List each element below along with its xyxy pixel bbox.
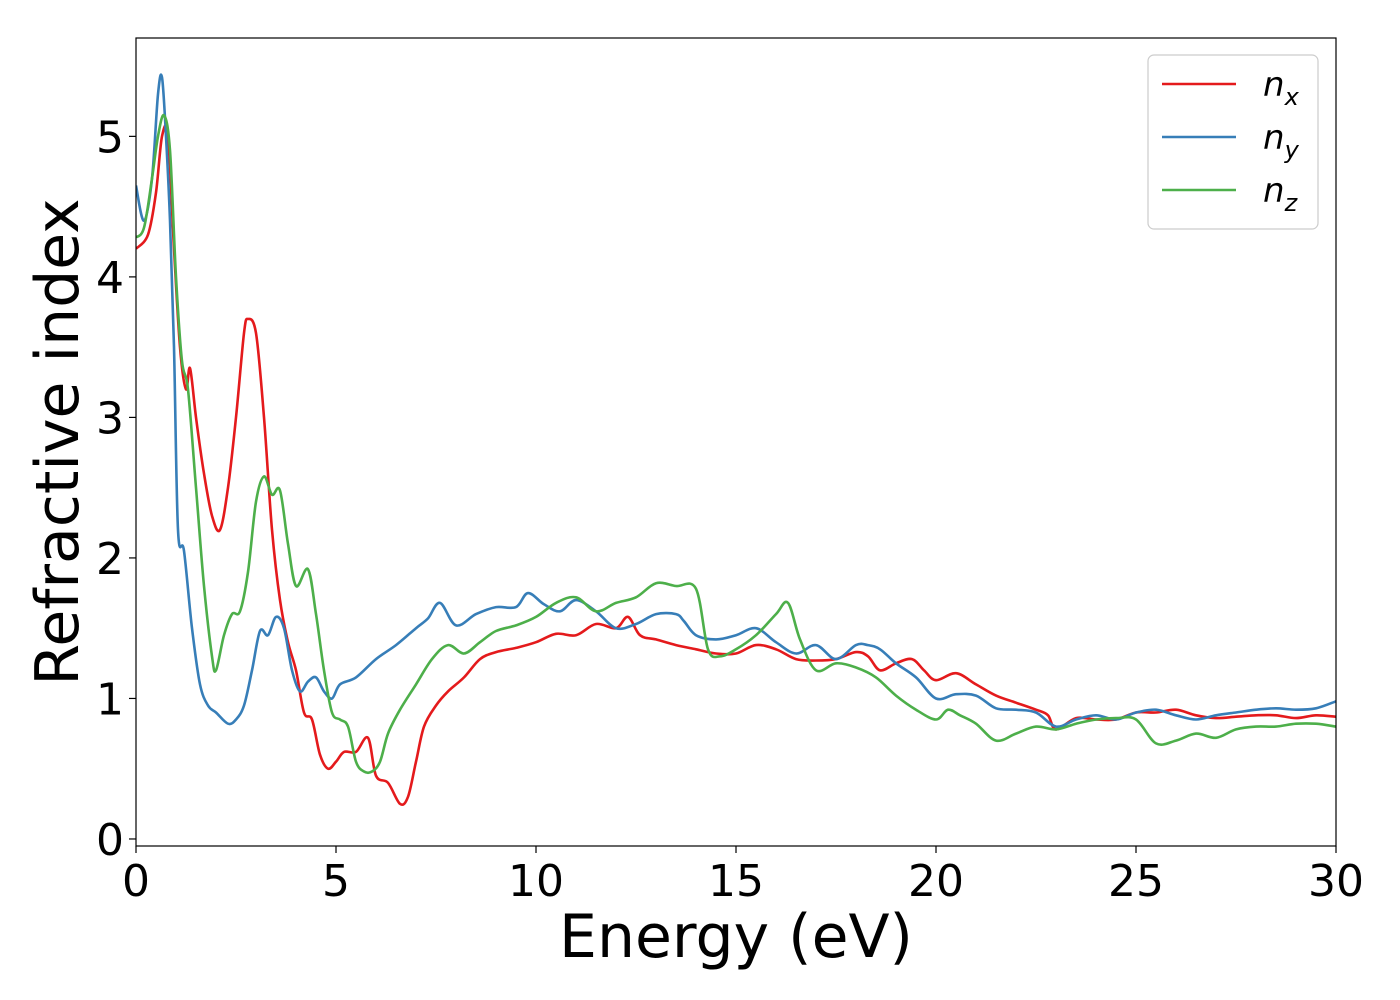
- x-tick-label: 30: [1308, 856, 1364, 907]
- legend: nx ny nz: [1147, 54, 1319, 230]
- y-tick-label: 1: [96, 674, 124, 725]
- legend-label-nz: nz: [1263, 171, 1299, 217]
- series-line-ny: [136, 73, 1336, 728]
- x-axis-title: Energy (eV): [559, 902, 913, 972]
- legend-label-nx: nx: [1263, 65, 1300, 111]
- series-line-nz: [136, 113, 1336, 775]
- y-tick-label: 3: [96, 393, 124, 444]
- series-line-nx: [136, 124, 1336, 806]
- y-tick-label: 0: [96, 815, 124, 866]
- x-tick-label: 0: [122, 856, 150, 907]
- legend-box: [1147, 54, 1319, 230]
- y-tick-label: 5: [96, 112, 124, 163]
- x-tick-label: 10: [508, 856, 564, 907]
- x-tick-label: 15: [708, 856, 764, 907]
- legend-label-ny: ny: [1263, 118, 1300, 164]
- x-tick-label: 20: [908, 856, 964, 907]
- y-axis-title: Refractive index: [23, 198, 93, 685]
- series-layer: [136, 73, 1336, 806]
- x-tick-label: 25: [1108, 856, 1164, 907]
- y-tick-label: 4: [96, 253, 124, 304]
- ticks-layer: 0 5 10 15 20 25 30 0 1 2 3 4 5: [96, 112, 1364, 907]
- y-tick-label: 2: [96, 534, 124, 585]
- x-tick-label: 5: [322, 856, 350, 907]
